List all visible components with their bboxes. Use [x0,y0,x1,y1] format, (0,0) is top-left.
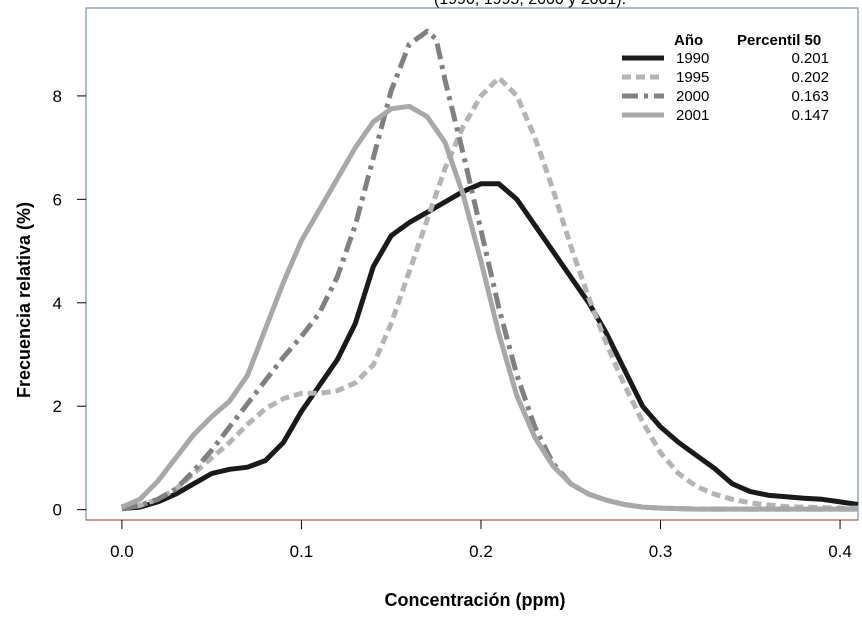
y-tick-label: 2 [53,397,62,416]
y-tick-label: 4 [53,294,62,313]
legend-header-year: Año [674,32,703,49]
x-tick-label: 0.3 [649,542,673,561]
series-line-2001 [120,103,858,512]
legend-year-2000: 2000 [676,88,709,105]
y-tick-label: 8 [53,87,62,106]
legend-percentil-2001: 0.147 [791,107,829,124]
legend: Año Percentil 50 1990 0.201 1995 0.202 2000 0… [622,32,829,124]
legend-year-2001: 2001 [676,107,709,124]
y-tick-label: 0 [53,501,62,520]
series-line-1990 [121,181,859,512]
plot-frame [85,7,859,521]
x-tick-label: 0.4 [828,542,852,561]
x-axis: 0.0 0.1 0.2 0.3 0.4 [110,520,852,561]
series-lines [86,28,859,521]
legend-header-percentil: Percentil 50 [737,32,821,49]
y-axis-label: Frecuencia relativa (%) [14,202,34,398]
legend-year-1995: 1995 [676,69,709,86]
x-tick-label: 0.2 [469,542,493,561]
x-tick-label: 0.1 [290,542,314,561]
legend-year-1990: 1990 [676,50,709,67]
legend-percentil-1990: 0.201 [791,50,829,67]
y-axis: 0 2 4 6 8 [53,87,86,520]
series-line-2000 [121,28,858,512]
legend-percentil-1995: 0.202 [791,69,829,86]
x-axis-label: Concentración (ppm) [384,590,565,610]
legend-percentil-2000: 0.163 [791,88,829,105]
x-tick-label: 0.0 [110,542,134,561]
y-tick-label: 6 [53,190,62,209]
chart-title: (1990, 1995, 2000 y 2001). [434,0,626,8]
